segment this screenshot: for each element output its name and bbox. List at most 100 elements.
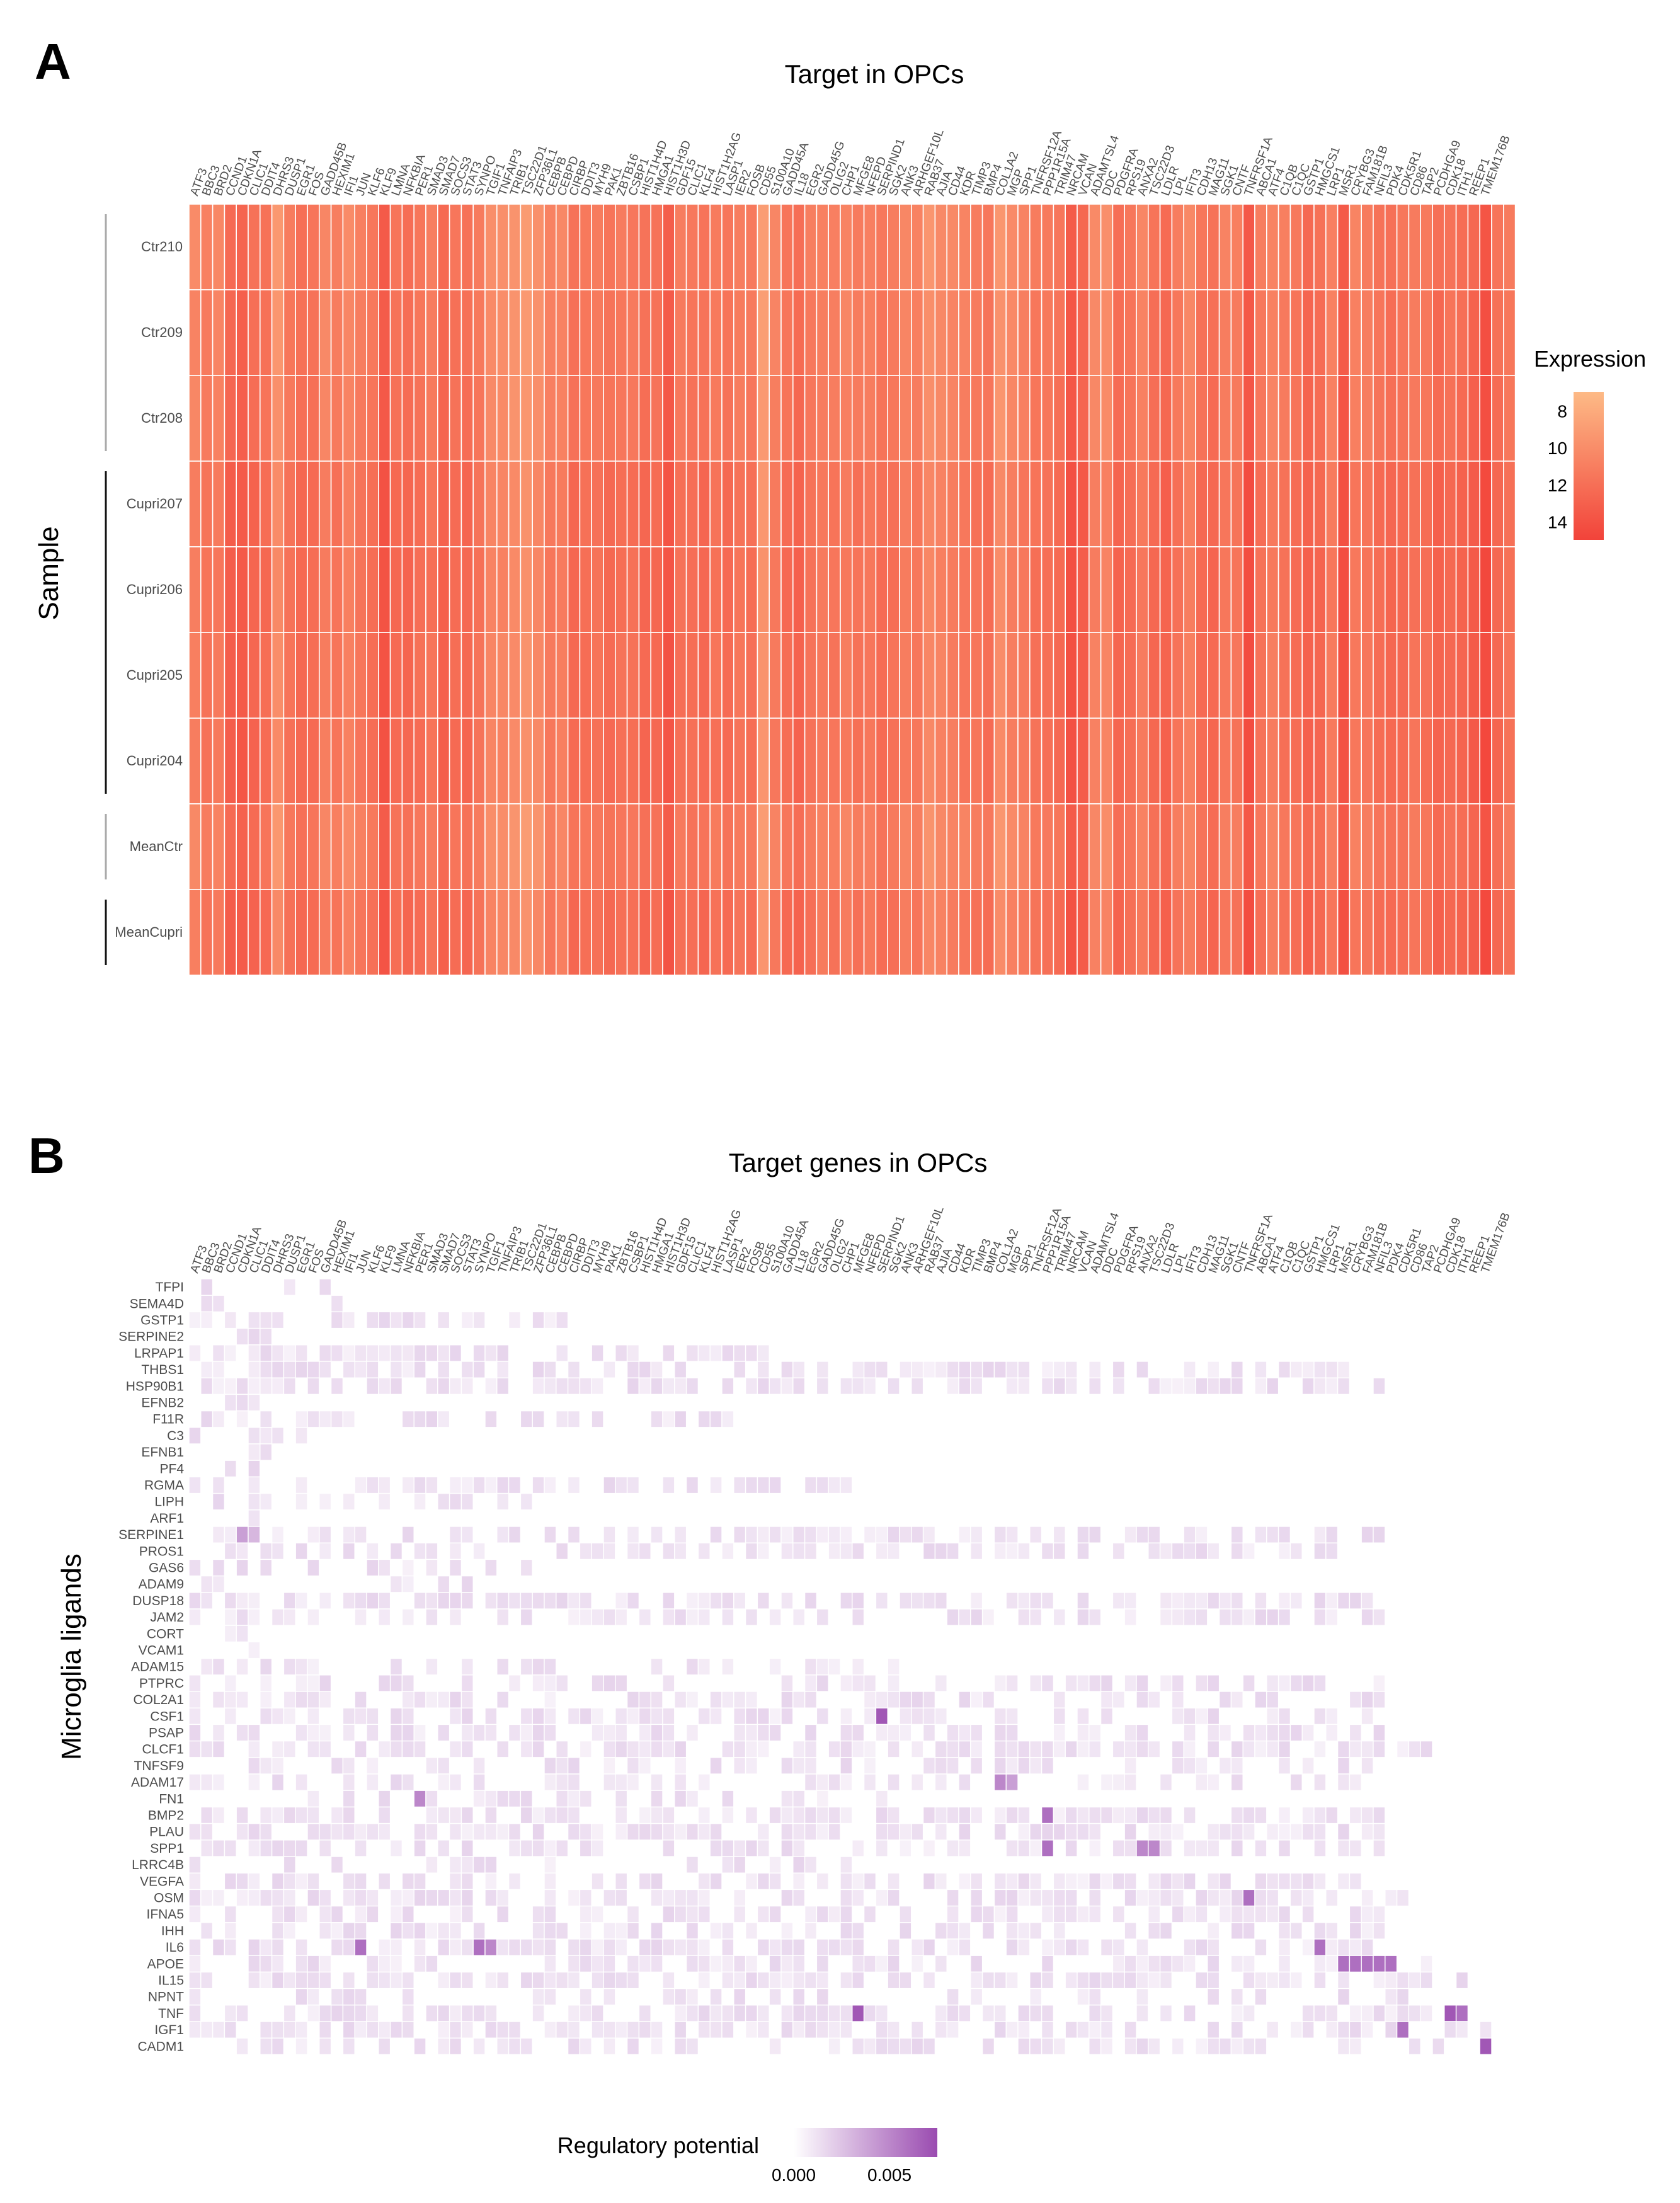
heatmap-cell (887, 2021, 900, 2039)
heatmap-cell (1065, 1740, 1078, 1758)
heatmap-cell (1385, 546, 1398, 633)
heatmap-cell (1301, 1889, 1315, 1907)
heatmap-cell (496, 1938, 510, 1956)
heatmap-cell (709, 1840, 723, 1857)
heatmap-cell (1112, 1740, 1125, 1758)
heatmap-cell (745, 1691, 758, 1708)
heatmap-cell (425, 632, 438, 719)
heatmap-cell (1301, 2005, 1315, 2022)
heatmap-cell (615, 1592, 628, 1610)
heatmap-cell (685, 461, 699, 547)
heatmap-cell (460, 1707, 474, 1725)
heatmap-cell (496, 1691, 510, 1708)
heatmap-cell (532, 718, 545, 804)
heatmap-cell (567, 718, 581, 804)
heatmap-cell (307, 1740, 320, 1758)
heatmap-cell (1017, 461, 1031, 547)
heatmap-cell (1266, 461, 1279, 547)
heatmap-cell (354, 889, 367, 976)
heatmap-cell (828, 1938, 841, 1956)
heatmap-cell (626, 1344, 640, 1362)
heatmap-cell (378, 1492, 391, 1511)
heatmap-cell (342, 1311, 355, 1329)
heatmap-cell (922, 203, 936, 290)
heatmap-cell (1100, 1707, 1114, 1725)
heatmap-cell (852, 1955, 865, 1973)
heatmap-cell (709, 203, 723, 290)
heatmap-cell (260, 1427, 273, 1445)
heatmap-cell (993, 1526, 1007, 1543)
heatmap-cell (1089, 1988, 1102, 2006)
heatmap-cell (674, 2037, 687, 2056)
heatmap-cell (401, 803, 415, 890)
heatmap-cell (1218, 1608, 1232, 1626)
heatmap-cell (1444, 203, 1457, 290)
heatmap-cell (591, 1938, 604, 1956)
heatmap-cell (721, 1657, 734, 1676)
heatmap-cell (934, 1740, 947, 1758)
heatmap-cell (709, 1922, 723, 1940)
heatmap-cell (662, 203, 675, 290)
heatmap-cell (188, 1872, 202, 1891)
heatmap-cell (1207, 803, 1220, 890)
heatmap-cell (224, 718, 237, 804)
heatmap-cell (1313, 289, 1327, 376)
heatmap-cell (1124, 2021, 1137, 2039)
heatmap-cell (840, 1592, 853, 1610)
heatmap-cell (1017, 1806, 1031, 1824)
heatmap-cell (626, 1922, 640, 1940)
heatmap-cell (236, 1724, 249, 1742)
heatmap-cell (248, 889, 261, 976)
heatmap-cell (295, 1988, 308, 2006)
heatmap-cell (816, 1377, 829, 1395)
heatmap-cell (307, 1955, 320, 1973)
heatmap-cell (319, 2005, 332, 2022)
heatmap-cell (1361, 1905, 1374, 1923)
heatmap-cell (875, 1691, 888, 1708)
heatmap-cell (1385, 803, 1398, 890)
heatmap-cell (1112, 1377, 1125, 1395)
heatmap-cell (603, 1889, 616, 1907)
heatmap-cell (366, 1476, 379, 1494)
heatmap-cell (1112, 1955, 1125, 1973)
heatmap-cell (283, 1278, 296, 1296)
heatmap-cell (1148, 1822, 1161, 1841)
heatmap-cell (236, 289, 249, 376)
heatmap-cell (425, 1856, 438, 1874)
heatmap-cell (342, 289, 356, 376)
heatmap-cell (224, 1707, 237, 1725)
heatmap-cell (1171, 1905, 1184, 1923)
heatmap-cell (1159, 803, 1173, 890)
heatmap-cell (484, 1707, 498, 1725)
heatmap-cell (911, 1938, 924, 1956)
heatmap-cell (1005, 632, 1019, 719)
row-label: APOE (147, 1957, 184, 1971)
heatmap-cell (484, 1344, 498, 1362)
heatmap-cell (934, 1707, 947, 1725)
heatmap-cell (662, 1938, 675, 1956)
heatmap-cell (484, 546, 498, 633)
heatmap-cell (863, 718, 877, 804)
row-label: Ctr208 (141, 410, 183, 426)
heatmap-cell (236, 1410, 249, 1428)
heatmap-cell (520, 289, 534, 376)
heatmap-cell (1017, 1922, 1031, 1940)
heatmap-cell (697, 1822, 711, 1841)
heatmap-cell (532, 546, 545, 633)
heatmap-cell (922, 375, 936, 462)
heatmap-cell (567, 1938, 581, 1956)
heatmap-cell (295, 461, 308, 547)
heatmap-cell (295, 718, 308, 804)
heatmap-cell (638, 1740, 651, 1758)
heatmap-cell (389, 1740, 403, 1758)
heatmap-cell (449, 632, 462, 719)
heatmap-cell (674, 1410, 687, 1428)
heatmap-cell (733, 1955, 746, 1973)
heatmap-cell (840, 2021, 853, 2039)
heatmap-cell (993, 2021, 1007, 2039)
heatmap-cell (544, 546, 557, 633)
heatmap-cell (875, 461, 889, 547)
heatmap-cell (556, 1344, 569, 1362)
heatmap-cell (1207, 1674, 1220, 1692)
heatmap-cell (188, 1988, 202, 2006)
